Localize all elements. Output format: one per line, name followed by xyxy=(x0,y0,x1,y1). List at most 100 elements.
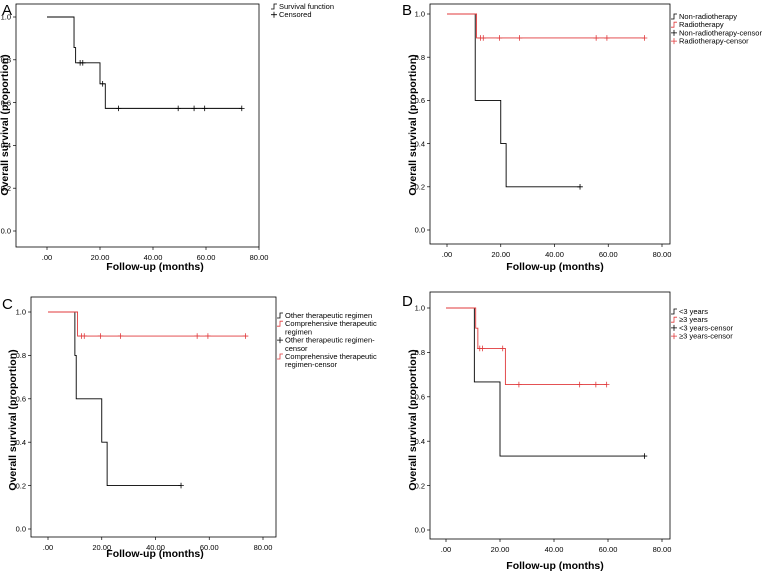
panel-d-series-2-censor-mark xyxy=(576,381,583,388)
panel-b-y-tick-label: 0.4 xyxy=(415,139,425,148)
panel-b-legend-swatch xyxy=(671,38,677,45)
panel-c-y-axis-title: Overall survival (proportion) xyxy=(7,349,19,490)
panel-a-x-tick-label: 20.00 xyxy=(91,253,110,262)
panel-a-series-1-censor-mark xyxy=(115,105,122,112)
panel-b-y-tick-label: 0.8 xyxy=(415,53,425,62)
panel-c-legend-label: regimen-censor xyxy=(285,360,338,369)
panel-a-y-tick-label: 0.0 xyxy=(1,227,11,236)
panel-d-legend-swatch xyxy=(671,324,677,331)
panel-d-x-tick-label: 40.00 xyxy=(545,545,564,554)
panel-a-y-tick-label: 1.0 xyxy=(1,13,11,22)
panel-c-y-tick-label: 1.0 xyxy=(16,308,26,317)
panel-d-y-tick-label: 0.6 xyxy=(415,393,425,402)
panel-a-series-1-curve xyxy=(47,16,242,109)
panel-c-x-tick-label: .00 xyxy=(43,543,53,552)
panel-b: B 0.0 0.2 0.4 0.6 0.8 1.0 .00 20.00 40.00 60.00 80.… xyxy=(402,2,762,273)
panel-c-series-2-censor-mark xyxy=(117,333,124,339)
panel-a-series-1-censor-mark xyxy=(175,105,181,112)
panel-d-legend-swatch xyxy=(671,308,677,315)
panel-d-legend-swatch xyxy=(671,333,677,340)
panel-b-letter: B xyxy=(402,2,412,19)
panel-c-y-tick-label: 0.0 xyxy=(16,525,26,534)
panel-a-x-tick-label: 80.00 xyxy=(250,253,269,262)
panel-a-legend-label: Censored xyxy=(279,10,312,19)
panel-a-x-tick-label: 40.00 xyxy=(144,253,163,262)
panel-d-series-2-censor-mark xyxy=(516,381,522,388)
panel-d-y-tick-label: 0.4 xyxy=(415,437,425,446)
panel-a-series-1-censor-mark xyxy=(201,105,208,112)
panel-d-legend-label: <3 years xyxy=(679,307,708,316)
panel-b-y-tick-label: 1.0 xyxy=(415,10,425,19)
panel-c-series-2-curve xyxy=(48,311,246,337)
panel-d-x-tick-label: 20.00 xyxy=(491,545,510,554)
panel-c-series-2-censor-mark xyxy=(242,333,249,339)
panel-c-series-2-censor-mark xyxy=(97,333,104,339)
panel-b-series-2-censor-mark xyxy=(593,35,599,41)
panel-a-legend-label: Survival function xyxy=(279,2,334,11)
panel-b-legend-label: Radiotherapy-censor xyxy=(679,37,749,46)
panel-b-x-tick-label: 20.00 xyxy=(491,250,510,259)
panel-d: D 0.0 0.2 0.4 0.6 0.8 1.0 .00 20.00 40.00 60.00 80.… xyxy=(402,291,733,572)
panel-a-plot-frame xyxy=(15,3,260,248)
panel-d-series-1-censor-mark xyxy=(641,453,648,459)
panel-a-x-tick-label: 60.00 xyxy=(197,253,216,262)
panel-b-series-1-curve xyxy=(447,13,581,188)
panel-a-series-1-censor-mark xyxy=(99,80,106,87)
panel-c-legend-swatch xyxy=(277,353,283,360)
panel-c-x-axis-title: Follow-up (months) xyxy=(106,548,203,560)
panel-b-x-tick-label: 80.00 xyxy=(653,250,672,259)
panel-b-series-1-censor-mark xyxy=(577,184,583,190)
panel-d-series-2-censor-mark xyxy=(603,381,610,388)
panel-d-legend-label: ≥3 years-censor xyxy=(679,332,733,341)
panel-c-legend-label: censor xyxy=(285,344,308,353)
panel-a-y-axis-title: Overall survival (proportion) xyxy=(0,54,11,195)
panel-a-y-tick-label: 0.4 xyxy=(1,141,11,150)
panel-a-series-1-censor-mark xyxy=(79,59,86,66)
panel-b-series-2-curve xyxy=(447,13,645,39)
panel-c-legend-label: Comprehensive therapeutic xyxy=(285,352,377,361)
panel-c-series-2-censor-mark xyxy=(194,333,200,339)
panel-b-y-tick-label: 0.2 xyxy=(415,183,425,192)
panel-a-legend-swatch xyxy=(271,3,277,10)
panel-b-legend-label: Non-radiotherapy-censor xyxy=(679,28,762,37)
panel-c-x-tick-label: 60.00 xyxy=(200,543,219,552)
panel-c-letter: C xyxy=(2,296,13,313)
panel-b-y-axis-title: Overall survival (proportion) xyxy=(407,54,419,195)
panel-a-letter: A xyxy=(2,2,12,19)
panel-d-series-2-censor-mark xyxy=(499,345,506,352)
panel-a-legend-swatch xyxy=(271,11,277,18)
panel-a-x-tick-label: .00 xyxy=(42,253,52,262)
panel-c-series-1-curve xyxy=(48,311,182,487)
panel-d-y-tick-label: 0.8 xyxy=(415,348,425,357)
panel-c-y-tick-label: 0.6 xyxy=(16,395,26,404)
panel-c-plot-frame xyxy=(30,296,277,538)
panel-b-x-tick-label: .00 xyxy=(442,250,452,259)
panel-b-series-2-censor-mark xyxy=(480,35,487,41)
panel-b-y-tick-label: 0.6 xyxy=(415,96,425,105)
panel-d-x-tick-label: 80.00 xyxy=(653,545,672,554)
panel-b-legend-swatch xyxy=(671,29,677,36)
panel-d-legend-label: ≥3 years xyxy=(679,315,708,324)
panel-c-series-2-censor-mark xyxy=(205,333,211,339)
panel-b-x-tick-label: 60.00 xyxy=(599,250,618,259)
panel-b-x-axis-title: Follow-up (months) xyxy=(506,261,603,273)
panel-d-x-tick-label: 60.00 xyxy=(599,545,618,554)
panel-c-x-tick-label: 20.00 xyxy=(92,543,111,552)
panel-c-legend-swatch xyxy=(277,320,283,327)
panel-b-plot-frame xyxy=(429,3,671,245)
panel-d-letter: D xyxy=(402,293,413,310)
panel-a: A 0.0 0.2 0.4 0.6 0.8 1.0 .00 20.00 40.00 60.00 80.… xyxy=(0,2,334,273)
panel-c-legend-label: Other therapeutic regimen- xyxy=(285,336,375,345)
panel-a-series-1-censor-mark xyxy=(238,105,245,112)
panel-d-legend-swatch xyxy=(671,316,677,323)
panel-a-x-axis-title: Follow-up (months) xyxy=(106,261,203,273)
panel-a-y-tick-label: 0.6 xyxy=(1,98,11,107)
panel-c-legend-label: Other therapeutic regimen xyxy=(285,311,372,320)
panel-c-legend-swatch xyxy=(277,312,283,319)
panel-c-y-tick-label: 0.4 xyxy=(16,438,26,447)
panel-c-legend-label: Comprehensive therapeutic xyxy=(285,319,377,328)
panel-d-series-2-censor-mark xyxy=(479,345,486,352)
panel-d-series-2-censor-mark xyxy=(593,381,599,388)
panel-d-x-axis-title: Follow-up (months) xyxy=(506,560,603,572)
panel-d-y-tick-label: 0.0 xyxy=(415,526,425,535)
